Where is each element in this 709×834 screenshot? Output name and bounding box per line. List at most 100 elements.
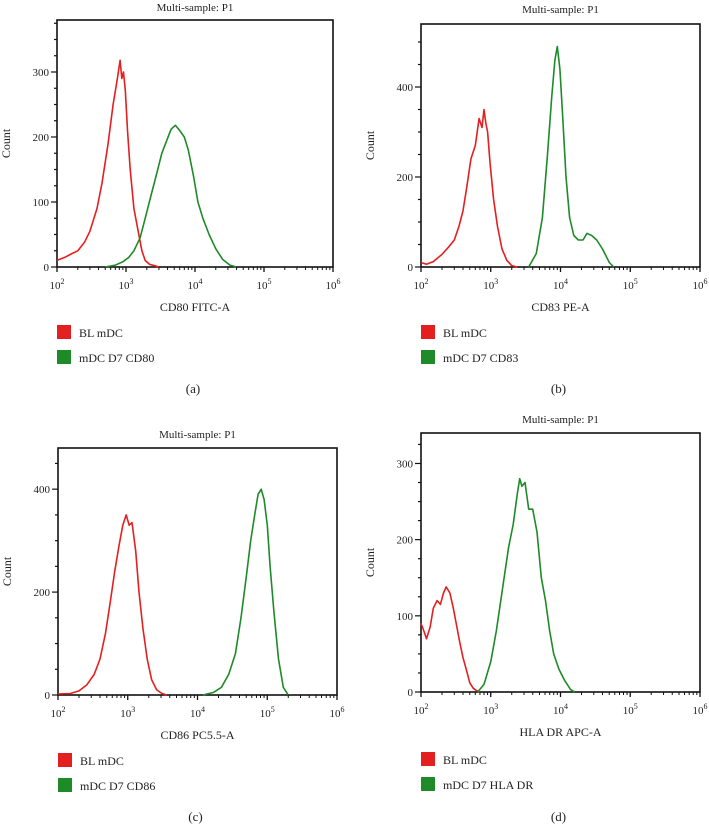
x-tick-label: 106 [330, 705, 345, 720]
x-tick-base: 10 [483, 705, 495, 717]
legend-swatch-red [57, 325, 71, 339]
panel-label: (d) [551, 809, 566, 824]
legend-label: BL mDC [80, 754, 124, 768]
x-tick-base: 10 [330, 708, 342, 720]
legend-swatch-green [57, 350, 71, 364]
series-line-mdc-d7 [477, 477, 576, 693]
legend-swatch-green [421, 350, 435, 364]
x-tick-base: 10 [50, 280, 62, 292]
x-tick-label: 102 [414, 702, 429, 717]
x-tick-label: 104 [188, 277, 203, 292]
y-axis-label: Count [0, 128, 13, 158]
x-axis-label: CD83 PE-A [531, 300, 590, 314]
x-tick-base: 10 [414, 705, 426, 717]
plot-frame [420, 23, 701, 268]
y-tick-label: 400 [34, 484, 51, 496]
x-tick-exponent: 4 [564, 702, 568, 711]
x-tick-base: 10 [51, 708, 63, 720]
x-tick-exponent: 2 [61, 277, 65, 286]
y-tick-label: 0 [45, 690, 51, 702]
x-tick-exponent: 3 [131, 705, 135, 714]
x-tick-label: 106 [326, 277, 341, 292]
legend-swatch-red [58, 753, 72, 767]
y-tick-label: 0 [408, 687, 414, 699]
panel-label: (a) [186, 381, 200, 396]
y-axis-label: Count [0, 556, 14, 586]
x-tick-label: 105 [260, 705, 275, 720]
x-tick-label: 102 [50, 277, 65, 292]
legend-label: mDC D7 CD80 [79, 351, 154, 365]
x-tick-label: 103 [483, 702, 498, 717]
series-line-bl-mdc [57, 514, 167, 696]
plot-frame [56, 19, 334, 268]
x-tick-exponent: 5 [271, 705, 275, 714]
legend-swatch-green [421, 777, 435, 791]
y-axis-label: Count [363, 130, 377, 160]
x-tick-base: 10 [120, 708, 132, 720]
y-tick-label: 100 [397, 611, 414, 623]
x-tick-base: 10 [119, 280, 131, 292]
x-tick-base: 10 [190, 708, 202, 720]
x-tick-exponent: 5 [634, 277, 638, 286]
series-line-bl-mdc [420, 586, 481, 693]
x-tick-exponent: 4 [201, 705, 205, 714]
x-tick-exponent: 6 [704, 277, 708, 286]
x-tick-exponent: 6 [704, 702, 708, 711]
legend-swatch-green [58, 778, 72, 792]
legend-label: BL mDC [79, 326, 123, 340]
y-tick-label: 200 [34, 587, 51, 599]
x-tick-exponent: 3 [130, 277, 134, 286]
legend-swatch-red [421, 325, 435, 339]
x-axis-label: HLA DR APC-A [519, 725, 601, 739]
x-tick-exponent: 4 [564, 277, 568, 286]
y-tick-label: 300 [397, 458, 414, 470]
chart-title: Multi-sample: P1 [522, 414, 599, 426]
series-line-bl-mdc [420, 108, 518, 268]
x-tick-base: 10 [188, 280, 200, 292]
x-tick-exponent: 5 [268, 277, 272, 286]
y-tick-label: 200 [397, 535, 414, 547]
legend-label: mDC D7 HLA DR [443, 778, 533, 792]
x-tick-label: 104 [190, 705, 205, 720]
x-tick-base: 10 [483, 280, 495, 292]
x-tick-exponent: 6 [337, 277, 341, 286]
series-line-mdc-d7 [202, 488, 289, 696]
x-tick-base: 10 [623, 280, 635, 292]
x-tick-exponent: 2 [425, 702, 429, 711]
panel-label: (c) [188, 809, 202, 824]
x-tick-base: 10 [257, 280, 269, 292]
y-tick-label: 0 [44, 262, 50, 274]
x-tick-exponent: 4 [199, 277, 203, 286]
y-tick-label: 400 [397, 82, 414, 94]
legend-label: mDC D7 CD86 [80, 779, 155, 793]
series-line-mdc-d7 [528, 45, 615, 268]
x-tick-base: 10 [623, 705, 635, 717]
x-tick-base: 10 [260, 708, 272, 720]
x-tick-label: 106 [693, 277, 708, 292]
x-tick-label: 103 [483, 277, 498, 292]
chart-title: Multi-sample: P1 [157, 2, 234, 14]
x-tick-base: 10 [326, 280, 338, 292]
x-tick-label: 105 [257, 277, 272, 292]
x-tick-label: 102 [51, 705, 66, 720]
x-tick-base: 10 [553, 705, 565, 717]
x-axis-label: CD80 FITC-A [160, 300, 231, 314]
x-axis-label: CD86 PC5.5-A [160, 728, 234, 742]
x-tick-exponent: 3 [494, 277, 498, 286]
x-tick-base: 10 [693, 705, 705, 717]
y-tick-label: 200 [397, 172, 414, 184]
series-line-bl-mdc [56, 59, 160, 268]
x-tick-label: 103 [119, 277, 134, 292]
x-tick-base: 10 [414, 280, 426, 292]
legend-label: BL mDC [443, 326, 487, 340]
x-tick-label: 105 [623, 277, 638, 292]
series-line-mdc-d7 [105, 124, 237, 268]
x-tick-label: 104 [553, 702, 568, 717]
chart-title: Multi-sample: P1 [522, 4, 599, 16]
x-tick-label: 104 [553, 277, 568, 292]
y-tick-label: 200 [33, 132, 50, 144]
